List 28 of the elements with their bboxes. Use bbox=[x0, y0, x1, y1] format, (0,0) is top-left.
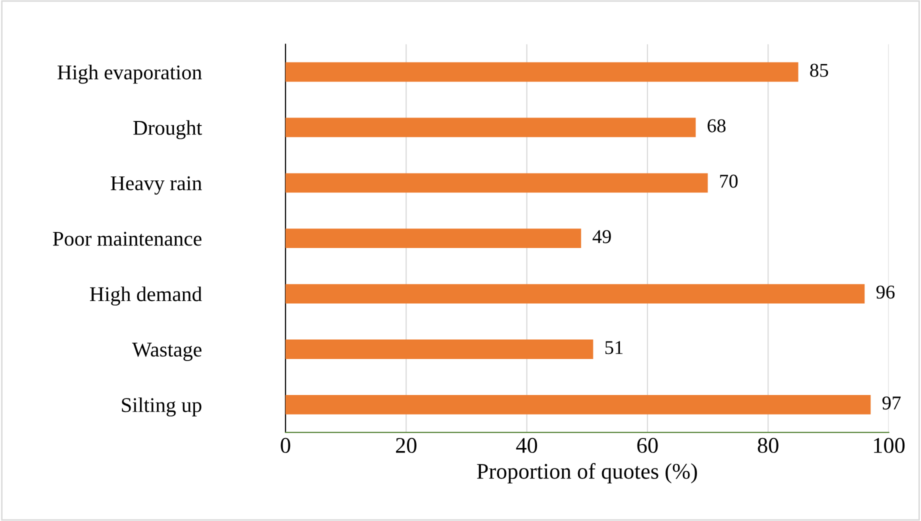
data-label: 85 bbox=[810, 64, 828, 77]
bar bbox=[286, 228, 582, 248]
y-tick-label: High demand bbox=[90, 286, 202, 306]
x-tick-label: 60 bbox=[637, 438, 658, 453]
x-tick-label: 20 bbox=[396, 438, 416, 453]
y-tick-label: Poor maintenance bbox=[52, 232, 202, 246]
bar bbox=[286, 118, 696, 138]
y-tick-label: Wastage bbox=[132, 342, 202, 361]
y-tick-label: Silting up bbox=[122, 397, 202, 416]
bar bbox=[286, 173, 708, 193]
data-label: 68 bbox=[708, 119, 726, 132]
y-tick-label: Drought bbox=[133, 120, 202, 140]
data-label: 97 bbox=[882, 396, 901, 410]
bar bbox=[286, 284, 865, 304]
data-label: 49 bbox=[592, 230, 611, 244]
data-label: 96 bbox=[876, 286, 895, 299]
x-tick-label: 80 bbox=[758, 438, 778, 453]
bar bbox=[286, 340, 594, 359]
data-label: 70 bbox=[720, 174, 738, 188]
x-axis-title: Proportion of quotes (%) bbox=[476, 463, 697, 484]
x-tick-label: 40 bbox=[516, 438, 538, 453]
bar bbox=[286, 395, 871, 414]
bar bbox=[286, 62, 798, 82]
y-tick-label: High evaporation bbox=[58, 64, 202, 84]
data-label: 51 bbox=[605, 341, 623, 354]
x-tick-label: 100 bbox=[874, 438, 905, 453]
x-tick-label: 0 bbox=[280, 438, 290, 453]
y-tick-label: Heavy rain bbox=[110, 176, 202, 195]
